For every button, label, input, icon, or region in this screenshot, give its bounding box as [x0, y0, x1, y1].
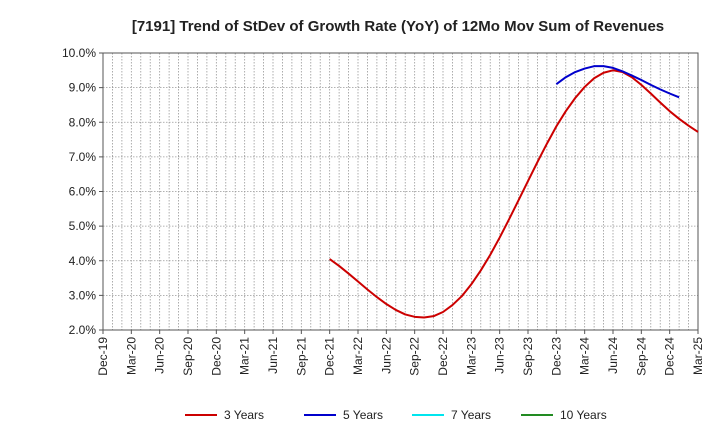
- x-tick-label: Jun-20: [153, 337, 167, 374]
- x-tick-label: Sep-23: [521, 337, 535, 376]
- x-tick-label: Dec-23: [549, 337, 563, 376]
- y-tick-label: 10.0%: [62, 46, 96, 60]
- x-tick-label: Sep-20: [181, 337, 195, 376]
- x-tick-label: Mar-24: [578, 337, 592, 375]
- x-tick-label: Mar-21: [238, 337, 252, 375]
- y-tick-label: 5.0%: [69, 219, 97, 233]
- x-tick-label: Dec-22: [436, 337, 450, 376]
- x-tick-label: Sep-22: [408, 337, 422, 376]
- x-tick-label: Dec-21: [323, 337, 337, 376]
- x-tick-label: Dec-20: [209, 337, 223, 376]
- x-tick-label: Jun-22: [379, 337, 393, 374]
- x-tick-label: Dec-19: [96, 337, 110, 376]
- legend: 3 Years 5 Years 7 Years 10 Years: [185, 408, 607, 422]
- series-line-5-years: [555, 65, 680, 99]
- grid: [103, 53, 698, 330]
- y-tick-label: 7.0%: [69, 150, 97, 164]
- legend-label: 3 Years: [224, 408, 264, 422]
- x-tick-label: Sep-21: [294, 337, 308, 376]
- x-tick-label: Mar-25: [691, 337, 705, 375]
- x-tick-label: Mar-23: [464, 337, 478, 375]
- y-tick-label: 2.0%: [69, 323, 97, 337]
- x-tick-label: Mar-22: [351, 337, 365, 375]
- y-tick-label: 3.0%: [69, 288, 97, 302]
- legend-label: 7 Years: [451, 408, 491, 422]
- x-tick-label: Jun-24: [606, 337, 620, 374]
- x-tick-label: Mar-20: [124, 337, 138, 375]
- x-tick-label: Sep-24: [634, 337, 648, 376]
- series-line-3-years: [329, 69, 699, 319]
- y-tick-label: 6.0%: [69, 185, 97, 199]
- x-axis: Dec-19 Mar-20 Jun-20 Sep-20 Dec-20 Mar-21 Jun-…: [96, 330, 705, 376]
- legend-label: 5 Years: [343, 408, 383, 422]
- x-tick-label: Jun-23: [493, 337, 507, 374]
- chart-title: [7191] Trend of StDev of Growth Rate (Yo…: [132, 18, 664, 35]
- y-tick-label: 4.0%: [69, 254, 97, 268]
- y-tick-label: 9.0%: [69, 81, 97, 95]
- x-tick-label: Jun-21: [266, 337, 280, 374]
- series-lines: [329, 65, 699, 319]
- y-tick-label: 8.0%: [69, 115, 97, 129]
- y-axis: 2.0% 3.0% 4.0% 5.0% 6.0% 7.0% 8.0% 9.0% 10.0%: [62, 46, 103, 337]
- legend-label: 10 Years: [560, 408, 607, 422]
- x-tick-label: Dec-24: [663, 337, 677, 376]
